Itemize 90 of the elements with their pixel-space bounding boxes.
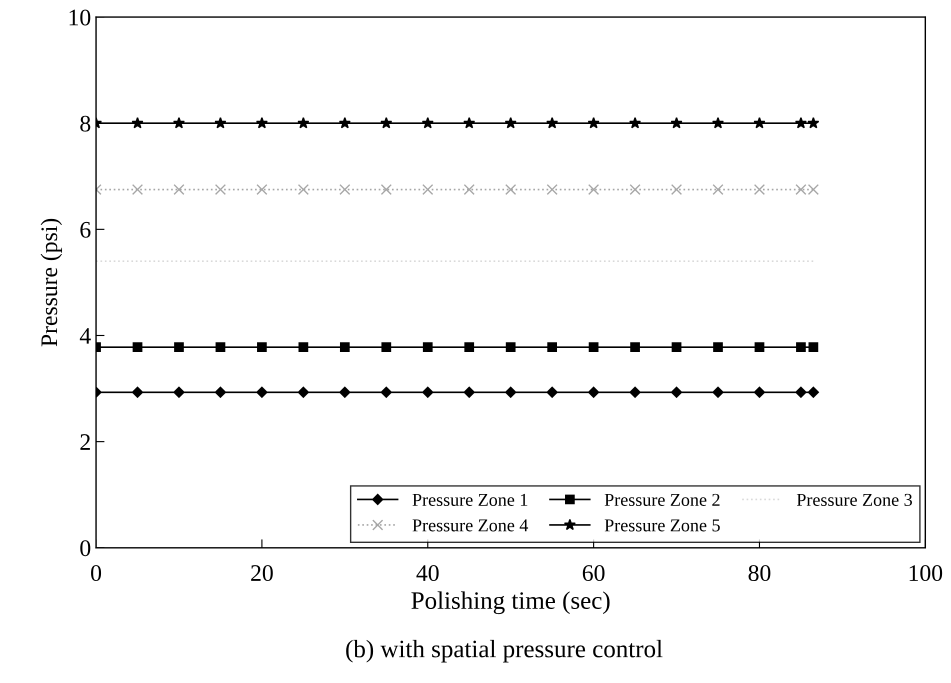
y-tick-label: 10 — [70, 10, 90, 26]
point — [214, 116, 226, 128]
x-tick-label: 60 — [582, 565, 605, 582]
point — [256, 184, 268, 196]
point — [214, 184, 226, 196]
point — [547, 342, 558, 352]
point — [132, 116, 144, 128]
point — [297, 116, 310, 128]
point — [380, 116, 392, 128]
x-tick-label: 80 — [748, 565, 770, 582]
legend-label: Pressure Zone 2 — [604, 494, 720, 506]
point — [670, 386, 682, 398]
point — [422, 184, 434, 196]
point — [132, 386, 144, 398]
point — [505, 386, 516, 398]
point — [672, 342, 682, 352]
point — [256, 116, 268, 128]
point — [505, 184, 516, 196]
point — [753, 116, 766, 128]
point — [629, 386, 641, 398]
point — [795, 386, 807, 398]
point — [588, 342, 598, 352]
point — [381, 342, 392, 352]
legend-label: Pressure Zone 5 — [604, 519, 720, 532]
point — [713, 342, 723, 352]
point — [298, 386, 309, 398]
point — [546, 116, 558, 128]
point — [380, 184, 392, 196]
point — [173, 116, 185, 128]
point — [257, 342, 267, 352]
point — [173, 386, 185, 398]
x-axis-title: Polishing time (sec) — [411, 591, 610, 614]
x-tick-label: 100 — [910, 565, 942, 582]
point — [422, 116, 434, 128]
point — [339, 386, 350, 398]
point — [588, 386, 600, 398]
point — [298, 184, 309, 196]
point — [546, 386, 558, 398]
point — [712, 386, 724, 398]
point — [670, 184, 682, 196]
point — [712, 184, 724, 196]
point — [754, 184, 766, 196]
point — [340, 342, 350, 352]
point — [546, 184, 558, 196]
x-tick-label: 0 — [91, 565, 102, 582]
x-tick-label: 20 — [251, 565, 273, 582]
point — [754, 342, 764, 352]
point — [464, 386, 475, 398]
point — [630, 184, 641, 196]
point — [422, 386, 434, 398]
point — [422, 342, 433, 352]
point — [338, 116, 351, 128]
point — [298, 342, 308, 352]
point — [712, 116, 724, 128]
point — [256, 386, 268, 398]
text: (b) with spatial pressure control — [346, 640, 663, 663]
y-tick-label: 6 — [80, 222, 90, 238]
point — [216, 342, 226, 352]
point — [796, 342, 806, 352]
point — [506, 342, 516, 352]
legend-label: Pressure Zone 4 — [412, 519, 528, 532]
point — [588, 184, 600, 196]
point — [670, 116, 683, 128]
point — [630, 342, 640, 352]
point — [463, 116, 476, 128]
point — [629, 116, 642, 128]
y-axis-title: Pressure (psi) — [40, 218, 62, 346]
point — [754, 386, 766, 398]
legend-label: Pressure Zone 3 — [796, 494, 912, 506]
y-tick-label: 0 — [80, 540, 90, 556]
point — [504, 116, 517, 128]
point — [464, 342, 474, 352]
point — [173, 184, 185, 196]
y-tick-label: 8 — [80, 116, 90, 132]
legend-label: Pressure Zone 1 — [412, 494, 528, 506]
x-tick-label: 40 — [416, 565, 439, 582]
y-tick-label: 2 — [80, 434, 90, 450]
point — [794, 116, 807, 128]
point — [132, 342, 142, 352]
point — [214, 386, 226, 398]
point — [174, 342, 184, 352]
point — [464, 184, 475, 196]
point — [380, 386, 392, 398]
point — [807, 116, 820, 128]
point — [588, 116, 600, 128]
point — [808, 342, 818, 352]
point — [808, 386, 819, 398]
point — [132, 184, 144, 196]
y-tick-label: 4 — [80, 328, 91, 344]
point — [339, 184, 350, 196]
